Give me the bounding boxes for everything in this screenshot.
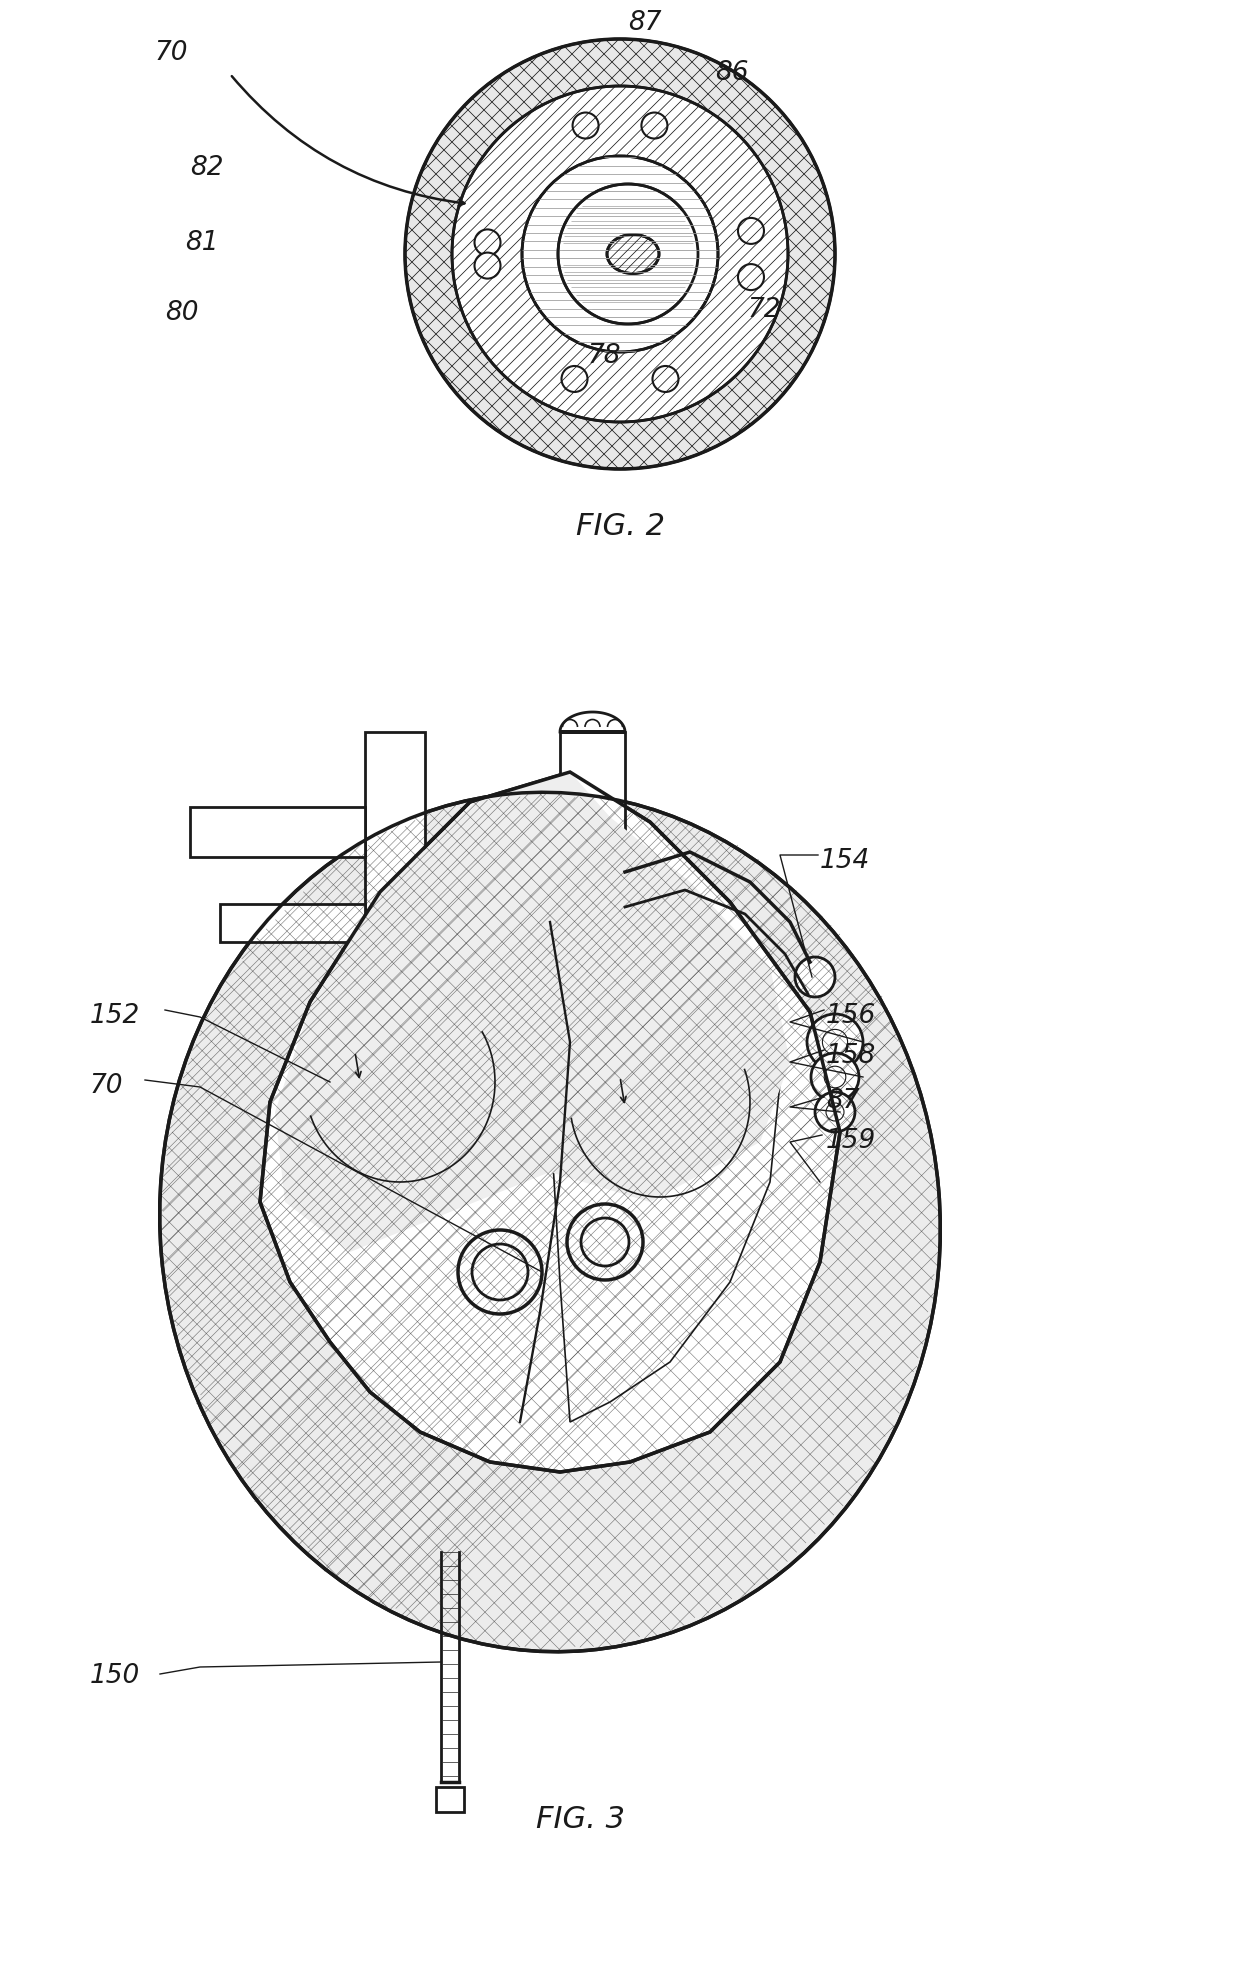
Ellipse shape — [608, 236, 658, 274]
Text: 70: 70 — [91, 1072, 124, 1098]
Ellipse shape — [362, 1001, 418, 1064]
Text: 80: 80 — [165, 299, 198, 325]
Circle shape — [641, 113, 667, 139]
Polygon shape — [365, 733, 425, 943]
Text: 154: 154 — [820, 848, 870, 874]
Text: 150: 150 — [91, 1663, 140, 1689]
Ellipse shape — [379, 1108, 420, 1157]
Circle shape — [573, 113, 599, 139]
Circle shape — [558, 184, 698, 325]
Text: 86: 86 — [715, 59, 749, 85]
Text: FIG. 2: FIG. 2 — [575, 511, 665, 541]
Polygon shape — [436, 1788, 464, 1812]
Circle shape — [811, 1054, 859, 1102]
Circle shape — [567, 1205, 644, 1280]
Text: 78: 78 — [588, 343, 621, 369]
Circle shape — [522, 157, 718, 353]
Circle shape — [738, 266, 764, 291]
Text: 158: 158 — [826, 1043, 877, 1068]
Text: 82: 82 — [190, 155, 223, 180]
Circle shape — [405, 40, 835, 470]
Text: 159: 159 — [826, 1128, 877, 1154]
Polygon shape — [560, 733, 625, 943]
Ellipse shape — [640, 1050, 689, 1094]
Circle shape — [815, 1092, 856, 1132]
Circle shape — [652, 367, 678, 392]
Circle shape — [738, 218, 764, 246]
Polygon shape — [551, 783, 780, 1423]
Text: 72: 72 — [748, 297, 781, 323]
Text: 70: 70 — [155, 40, 188, 65]
Polygon shape — [275, 773, 790, 1253]
Polygon shape — [260, 773, 839, 1473]
Polygon shape — [219, 904, 365, 943]
Circle shape — [458, 1231, 542, 1314]
Text: 81: 81 — [185, 230, 218, 256]
Circle shape — [562, 367, 588, 392]
Circle shape — [475, 230, 501, 256]
Circle shape — [795, 957, 835, 997]
Text: 87: 87 — [826, 1088, 859, 1114]
Polygon shape — [560, 714, 625, 733]
Text: 152: 152 — [91, 1003, 140, 1029]
Text: 87: 87 — [627, 10, 661, 36]
Ellipse shape — [160, 793, 940, 1651]
Circle shape — [475, 254, 501, 279]
Circle shape — [807, 1015, 863, 1070]
Text: 156: 156 — [826, 1003, 877, 1029]
Polygon shape — [190, 807, 365, 858]
Text: FIG. 3: FIG. 3 — [536, 1804, 625, 1833]
Circle shape — [453, 87, 787, 422]
